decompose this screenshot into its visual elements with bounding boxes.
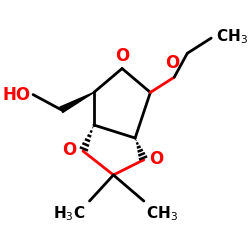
Text: O: O (115, 47, 129, 65)
Text: CH$_3$: CH$_3$ (146, 204, 178, 223)
Polygon shape (60, 92, 94, 112)
Text: O: O (165, 54, 179, 72)
Text: HO: HO (3, 86, 31, 103)
Text: O: O (62, 141, 76, 159)
Text: CH$_3$: CH$_3$ (216, 28, 248, 46)
Text: O: O (149, 150, 164, 168)
Text: H$_3$C: H$_3$C (53, 204, 85, 223)
